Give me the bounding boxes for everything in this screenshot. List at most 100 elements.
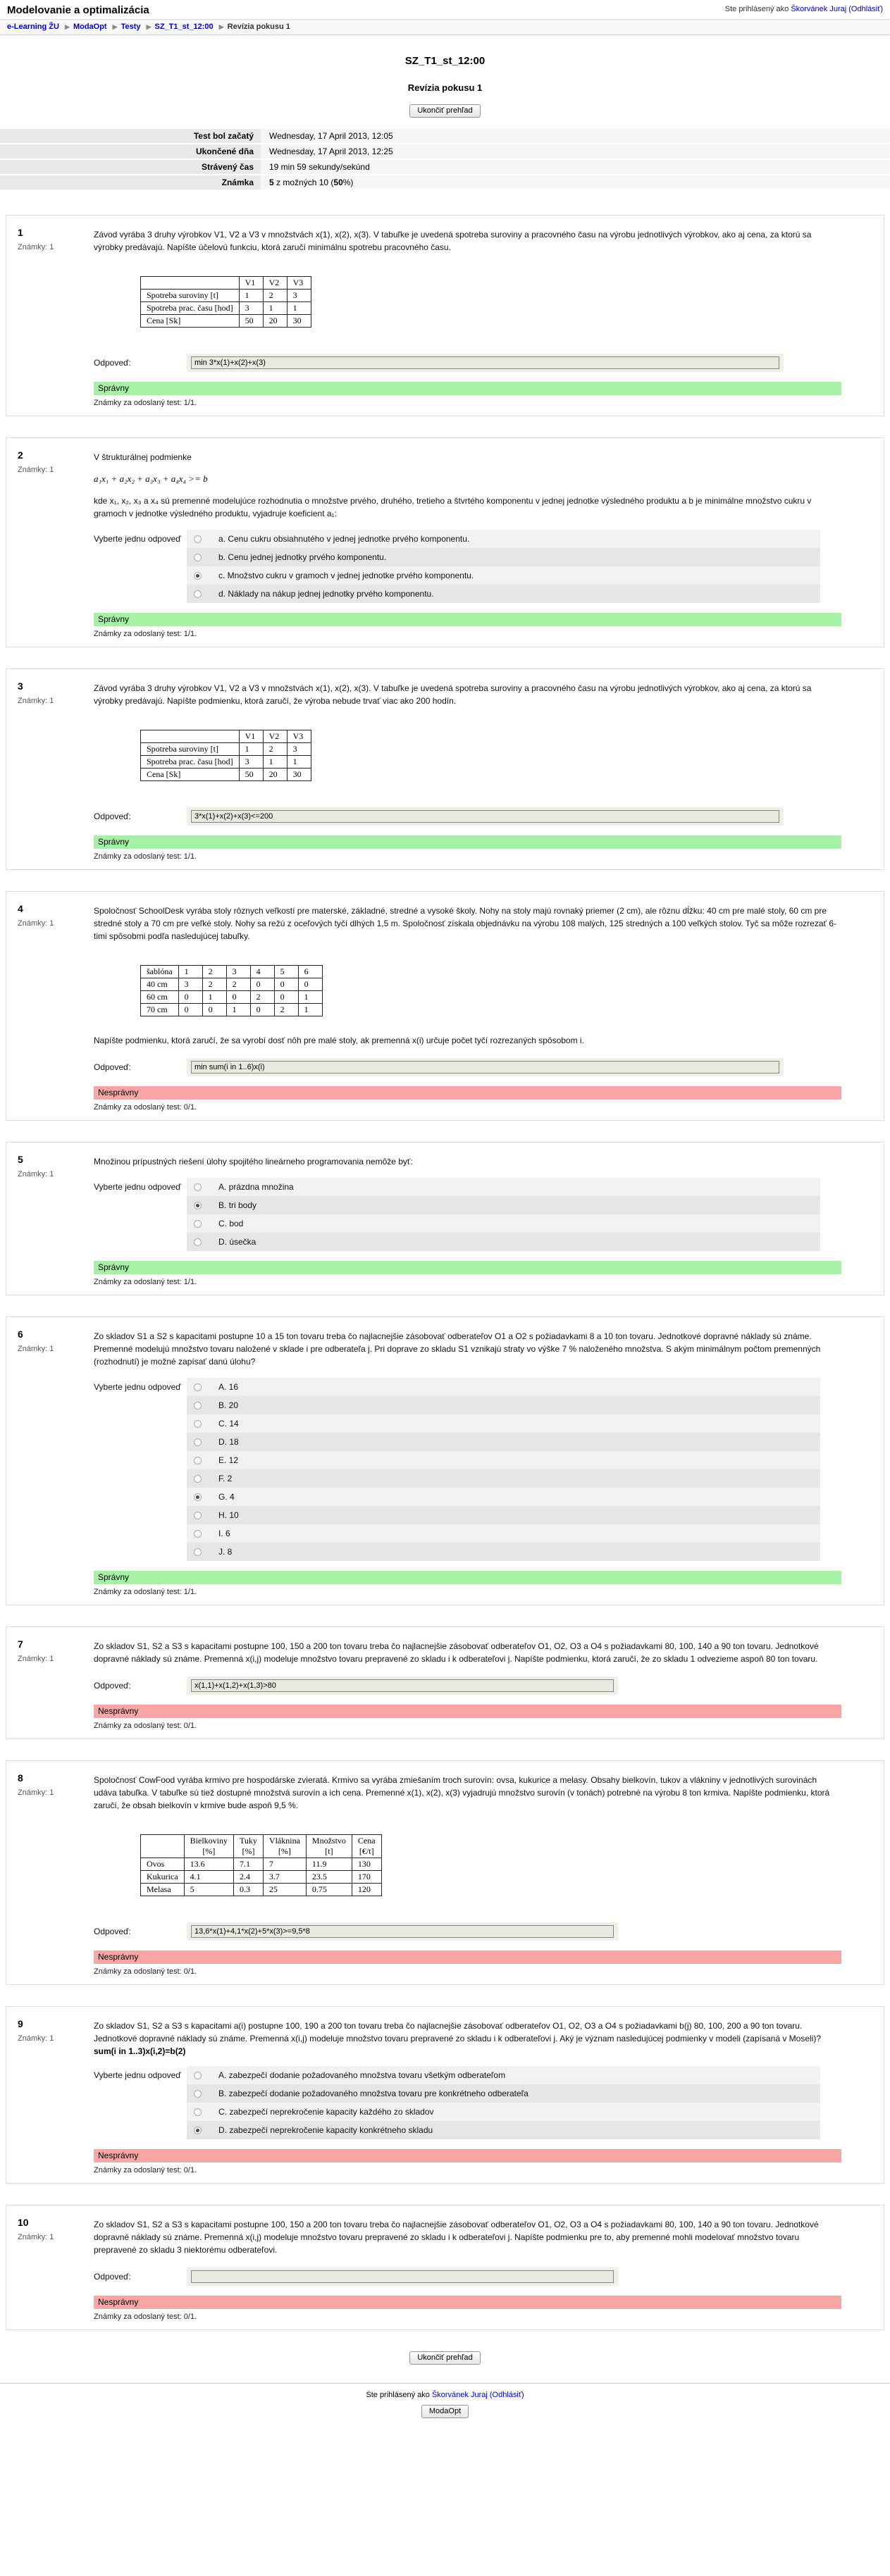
answer-option[interactable]: C. 14	[187, 1414, 820, 1433]
table-cell: 2	[262, 742, 288, 756]
radio-icon[interactable]	[194, 535, 202, 543]
radio-icon[interactable]	[194, 1183, 202, 1191]
answer-option[interactable]: A. 16	[187, 1378, 820, 1396]
answer-option[interactable]: b. Cenu jednej jednotky prvého komponent…	[187, 548, 820, 566]
answer-row: Odpoveď:	[94, 807, 841, 826]
answer-input[interactable]	[191, 810, 779, 823]
answer-input[interactable]	[191, 1061, 779, 1074]
feedback-label: Nesprávny	[98, 1952, 139, 1962]
answer-row: Odpoveď:	[94, 354, 841, 372]
radio-icon[interactable]	[194, 1419, 202, 1428]
answer-option[interactable]: C. zabezpečí neprekročenie kapacity každ…	[187, 2103, 820, 2121]
option-label: F. 2	[218, 1474, 233, 1483]
answer-input[interactable]	[191, 1925, 614, 1938]
answer-option[interactable]: I. 6	[187, 1524, 820, 1543]
answer-option[interactable]: F. 2	[187, 1469, 820, 1488]
feedback-label: Správny	[98, 1572, 130, 1582]
breadcrumb-link[interactable]: Testy	[120, 23, 141, 31]
radio-icon[interactable]	[194, 1401, 202, 1410]
table-cell: 7.1	[233, 1858, 264, 1871]
radio-icon[interactable]	[194, 1511, 202, 1519]
answer-option[interactable]: C. bod	[187, 1214, 820, 1233]
footer-logout-link[interactable]: (Odhlásiť)	[489, 2391, 524, 2399]
radio-icon[interactable]	[194, 1474, 202, 1483]
table-header-cell	[140, 1834, 185, 1858]
radio-icon[interactable]	[194, 1438, 202, 1446]
answer-option[interactable]: A. zabezpečí dodanie požadovaného množst…	[187, 2066, 820, 2084]
question-text: Množinou prípustných riešení úlohy spoji…	[94, 1157, 413, 1166]
answer-option[interactable]: D. úsečka	[187, 1233, 820, 1251]
answer-option[interactable]: B. tri body	[187, 1196, 820, 1214]
answer-option[interactable]: J. 8	[187, 1543, 820, 1561]
radio-icon[interactable]	[194, 1201, 202, 1209]
radio-icon[interactable]	[194, 590, 202, 598]
footer-course-button[interactable]: ModaOpt	[421, 2405, 469, 2418]
radio-icon[interactable]	[194, 1383, 202, 1391]
answer-input[interactable]	[191, 2270, 614, 2283]
question-6: 6 Známky: 1 Zo skladov S1 a S2 s kapacit…	[6, 1317, 884, 1605]
answer-option[interactable]: A. prázdna množina	[187, 1178, 820, 1196]
answer-option[interactable]: B. zabezpečí dodanie požadovaného množst…	[187, 2084, 820, 2103]
radio-icon[interactable]	[194, 1238, 202, 1246]
option-label: b. Cenu jednej jednotky prvého komponent…	[218, 552, 387, 562]
breadcrumb-link[interactable]: e-Learning ŽU	[7, 23, 59, 31]
breadcrumb-link[interactable]: Revízia pokusu 1	[227, 23, 290, 31]
answer-option[interactable]: H. 10	[187, 1506, 820, 1524]
table-cell: 1	[262, 301, 288, 315]
radio-icon[interactable]	[194, 1456, 202, 1464]
table-cell: 1	[297, 990, 323, 1004]
question-text: Závod vyrába 3 druhy výrobkov V1, V2 a V…	[94, 230, 812, 252]
radio-icon[interactable]	[194, 553, 202, 561]
radio-icon[interactable]	[194, 2108, 202, 2116]
radio-icon[interactable]	[194, 1493, 202, 1501]
radio-icon[interactable]	[194, 2126, 202, 2134]
finish-review-button-bottom[interactable]: Ukončiť prehľad	[409, 2351, 481, 2365]
radio-icon[interactable]	[194, 571, 202, 580]
table-row: Cena [Sk] 50 20 30	[140, 314, 311, 328]
answer-option[interactable]: c. Množstvo cukru v gramoch v jednej jed…	[187, 566, 820, 585]
question-grade-text: Známky za odoslaný test: 0/1.	[94, 2166, 197, 2174]
radio-icon[interactable]	[194, 1219, 202, 1228]
table-header-cell: 2	[202, 965, 227, 978]
table-cell: 3	[286, 742, 311, 756]
question-grade-label: Známky: 1	[18, 1655, 54, 1663]
login-prefix: Ste prihlásený ako	[724, 5, 789, 13]
answer-option[interactable]: d. Náklady na nákup jednej jednotky prvé…	[187, 585, 820, 603]
summary-value-part: %)	[342, 178, 354, 187]
answer-option[interactable]: a. Cenu cukru obsiahnutého v jednej jedn…	[187, 530, 820, 548]
option-label: c. Množstvo cukru v gramoch v jednej jed…	[218, 571, 474, 580]
question-grade-text: Známky za odoslaný test: 1/1.	[94, 1588, 197, 1596]
answer-input[interactable]	[191, 356, 779, 369]
answer-option[interactable]: B. 20	[187, 1396, 820, 1414]
table-cell: 2	[225, 978, 251, 991]
login-user-link[interactable]: Škorvánek Juraj	[791, 5, 847, 13]
option-label: D. úsečka	[218, 1237, 257, 1247]
option-label: D. 18	[218, 1437, 239, 1447]
question-grade-label: Známky: 1	[18, 2034, 54, 2043]
breadcrumb-link[interactable]: SZ_T1_st_12:00	[154, 23, 214, 31]
answer-input[interactable]	[191, 1679, 614, 1692]
answer-option[interactable]: G. 4	[187, 1488, 820, 1506]
table-cell: 0	[249, 1003, 275, 1016]
breadcrumb-item: e-Learning ŽU	[7, 23, 59, 31]
footer-user-link[interactable]: Škorvánek Juraj	[431, 2391, 488, 2399]
radio-icon[interactable]	[194, 2089, 202, 2098]
table-cell: 20	[262, 314, 288, 328]
question-grade-label: Známky: 1	[18, 919, 54, 928]
page-header: Modelovanie a optimalizácia Ste prihláse…	[0, 0, 890, 19]
table-cell: 2	[202, 978, 227, 991]
table-header-cell	[140, 730, 240, 743]
question-body: Množinou prípustných riešení úlohy spoji…	[85, 1148, 884, 1290]
answer-option[interactable]: D. 18	[187, 1433, 820, 1451]
logout-link[interactable]: (Odhlásiť)	[848, 5, 883, 13]
breadcrumb-link[interactable]: ModaOpt	[73, 23, 107, 31]
radio-icon[interactable]	[194, 1529, 202, 1538]
answer-option[interactable]: D. zabezpečí neprekročenie kapacity konk…	[187, 2121, 820, 2139]
question-data-table: V1 V2 V3 Spotreba suroviny [t] 1 2 3 Spotreba …	[129, 269, 323, 335]
finish-review-button-top[interactable]: Ukončiť prehľad	[409, 104, 481, 118]
table-row-label: 60 cm	[140, 990, 179, 1004]
answer-input-wrap	[187, 2267, 618, 2286]
answer-option[interactable]: E. 12	[187, 1451, 820, 1469]
radio-icon[interactable]	[194, 1548, 202, 1556]
radio-icon[interactable]	[194, 2071, 202, 2079]
